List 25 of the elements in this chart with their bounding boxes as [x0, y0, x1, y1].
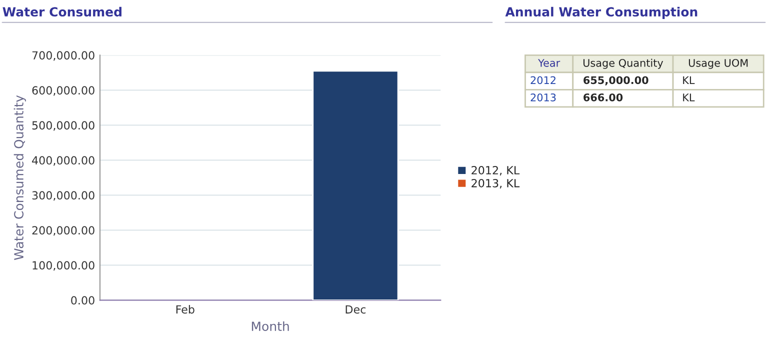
y-tick-label: 300,000.00 [32, 191, 94, 201]
legend-label: 2012, KL [472, 166, 520, 176]
legend-label: 2013, KL [472, 178, 520, 189]
y-tick-label: 200,000.00 [32, 226, 94, 236]
x-axis-title: Month [252, 321, 289, 331]
y-axis-title: Water Consumed Quantity [14, 95, 26, 260]
category-label: Year [538, 59, 560, 67]
y-tick-label: 400,000.00 [32, 156, 94, 166]
text: 655,000.00 [584, 76, 648, 86]
text: KL [683, 94, 695, 102]
text: 2013 [530, 93, 556, 102]
text: KL [683, 76, 695, 84]
x-tick-label: Feb [176, 305, 194, 314]
y-tick-label: 0.00 [71, 296, 94, 305]
category-label: Usage UOM [688, 58, 748, 69]
y-tick-label: 700,000.00 [32, 51, 94, 61]
text: 666.00 [584, 93, 623, 102]
y-tick-label: 600,000.00 [32, 86, 94, 96]
y-tick-label: 500,000.00 [32, 121, 94, 131]
category-label: Usage Quantity [583, 58, 664, 69]
y-tick-label: 100,000.00 [32, 261, 94, 271]
x-tick-label: Dec [346, 305, 366, 314]
text: Annual Water Consumption [505, 6, 698, 19]
chart-title: Water Consumed [2, 6, 122, 17]
text: 2012 [530, 76, 556, 84]
